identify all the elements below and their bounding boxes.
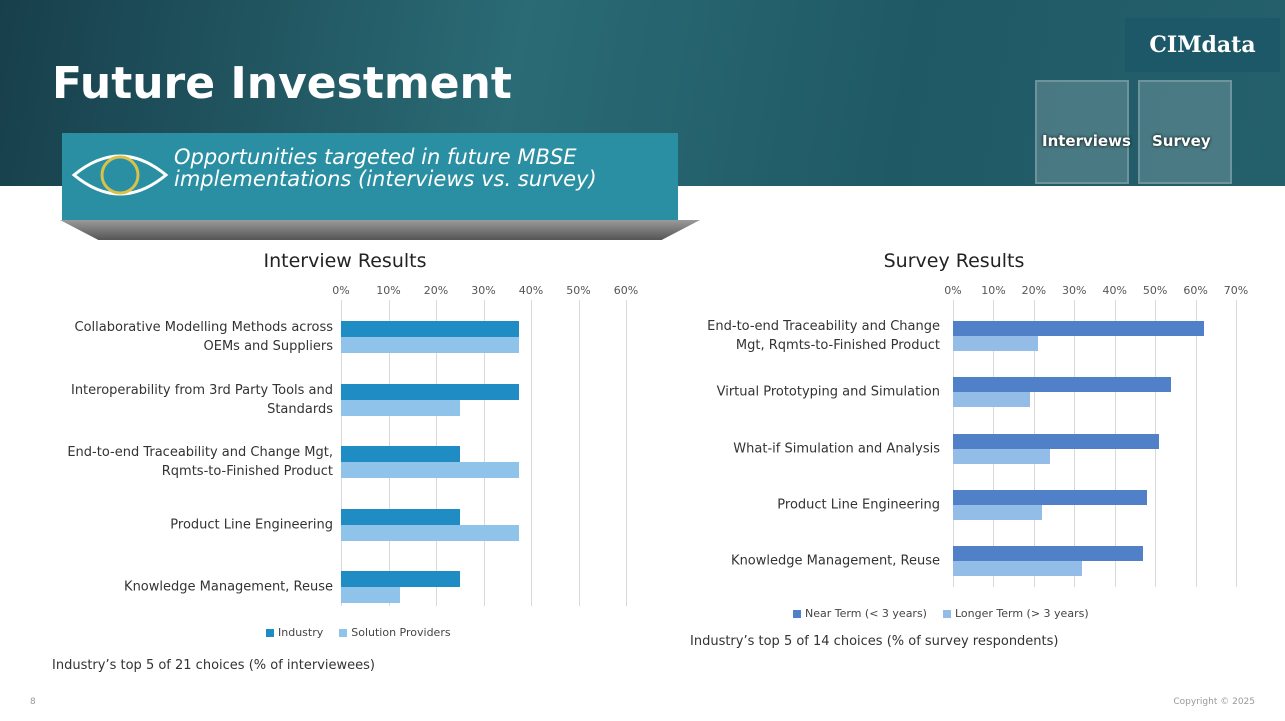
legend-swatch xyxy=(266,628,274,637)
x-tick-label: 30% xyxy=(1062,284,1087,297)
category-label: What-if Simulation and Analysis xyxy=(733,441,940,457)
logo: CIMdata xyxy=(1125,18,1280,72)
x-tick-label: 10% xyxy=(981,284,1006,297)
x-tick-label: 0% xyxy=(944,284,962,297)
x-tick-label: 60% xyxy=(1183,284,1208,297)
category-label: Product Line Engineering xyxy=(777,497,940,513)
x-tick-label: 40% xyxy=(1102,284,1127,297)
icon-label: Interviews xyxy=(1042,132,1131,150)
grid-line xyxy=(483,300,485,606)
legend-swatch xyxy=(942,609,951,618)
legend-item: Near Term (< 3 years) xyxy=(793,607,927,620)
grid-line xyxy=(1236,300,1237,587)
bar xyxy=(953,433,1160,449)
bar xyxy=(953,546,1143,562)
legend-label: Longer Term (> 3 years) xyxy=(954,607,1089,620)
subtitle: Opportunities targeted in future MBSE im… xyxy=(174,145,597,191)
bar xyxy=(953,504,1042,520)
grid-line xyxy=(578,300,580,606)
chart-title: Survey Results xyxy=(883,250,1025,272)
chart-note: Industry’s top 5 of 14 choices (% of sur… xyxy=(690,634,1059,649)
x-tick-label: 30% xyxy=(471,284,496,297)
icon-label: Survey xyxy=(1152,132,1211,150)
bar xyxy=(341,587,401,603)
bar xyxy=(953,377,1172,393)
grid-line xyxy=(1195,300,1197,587)
x-tick-label: 40% xyxy=(518,284,544,297)
x-tick-label: 20% xyxy=(423,284,449,297)
bar xyxy=(953,392,1030,408)
category-label: Interoperability from 3rd Party Tools an… xyxy=(70,382,333,417)
x-tick-label: 0% xyxy=(332,284,350,297)
bar xyxy=(341,399,460,416)
eye-icon xyxy=(71,154,169,196)
bar xyxy=(953,561,1083,577)
bar xyxy=(953,448,1051,464)
page-number: 8 xyxy=(30,697,36,707)
bar xyxy=(341,321,520,337)
category-label: Knowledge Management, Reuse xyxy=(731,553,940,569)
legend-swatch xyxy=(793,609,801,618)
bar xyxy=(341,524,520,541)
bar xyxy=(341,446,460,462)
bar xyxy=(341,462,520,478)
legend-label: Industry xyxy=(278,626,324,639)
bar xyxy=(341,383,520,400)
x-tick-label: 70% xyxy=(1223,284,1249,297)
chart-title: Interview Results xyxy=(263,250,427,272)
x-tick-label: 60% xyxy=(613,284,639,297)
chart-note: Industry’s top 5 of 21 choices (% of int… xyxy=(52,658,375,673)
legend-item: Industry xyxy=(266,626,323,639)
bar xyxy=(953,489,1148,505)
bar xyxy=(953,336,1038,351)
grid-line xyxy=(531,300,532,606)
x-tick-label: 50% xyxy=(1142,284,1168,297)
x-tick-label: 10% xyxy=(376,284,401,297)
legend-label: Solution Providers xyxy=(351,626,451,639)
bar xyxy=(953,321,1204,336)
x-tick-label: 20% xyxy=(1021,284,1047,297)
icon-box xyxy=(1138,80,1232,184)
bar xyxy=(341,508,460,525)
category-label: End-to-end Traceability and Change Mgt, … xyxy=(707,319,940,353)
legend-item: Longer Term (> 3 years) xyxy=(942,607,1089,620)
bar xyxy=(341,337,520,353)
category-label: End-to-end Traceability and Change Mgt, … xyxy=(67,445,333,479)
grid-line xyxy=(626,300,627,606)
x-tick-label: 50% xyxy=(566,284,591,297)
category-label: Collaborative Modelling Methods across O… xyxy=(74,320,333,354)
legend-swatch xyxy=(339,628,348,637)
copyright: Copyright © 2025 xyxy=(1173,697,1255,707)
slide-title: Future Investment xyxy=(52,58,512,109)
category-label: Virtual Prototyping and Simulation xyxy=(716,384,940,400)
legend-item: Solution Providers xyxy=(339,626,451,639)
category-label: Knowledge Management, Reuse xyxy=(124,579,333,595)
bar xyxy=(341,571,460,587)
icon-box xyxy=(1035,80,1129,184)
category-label: Product Line Engineering xyxy=(170,517,333,532)
legend-label: Near Term (< 3 years) xyxy=(805,607,927,620)
shadow xyxy=(60,220,700,240)
